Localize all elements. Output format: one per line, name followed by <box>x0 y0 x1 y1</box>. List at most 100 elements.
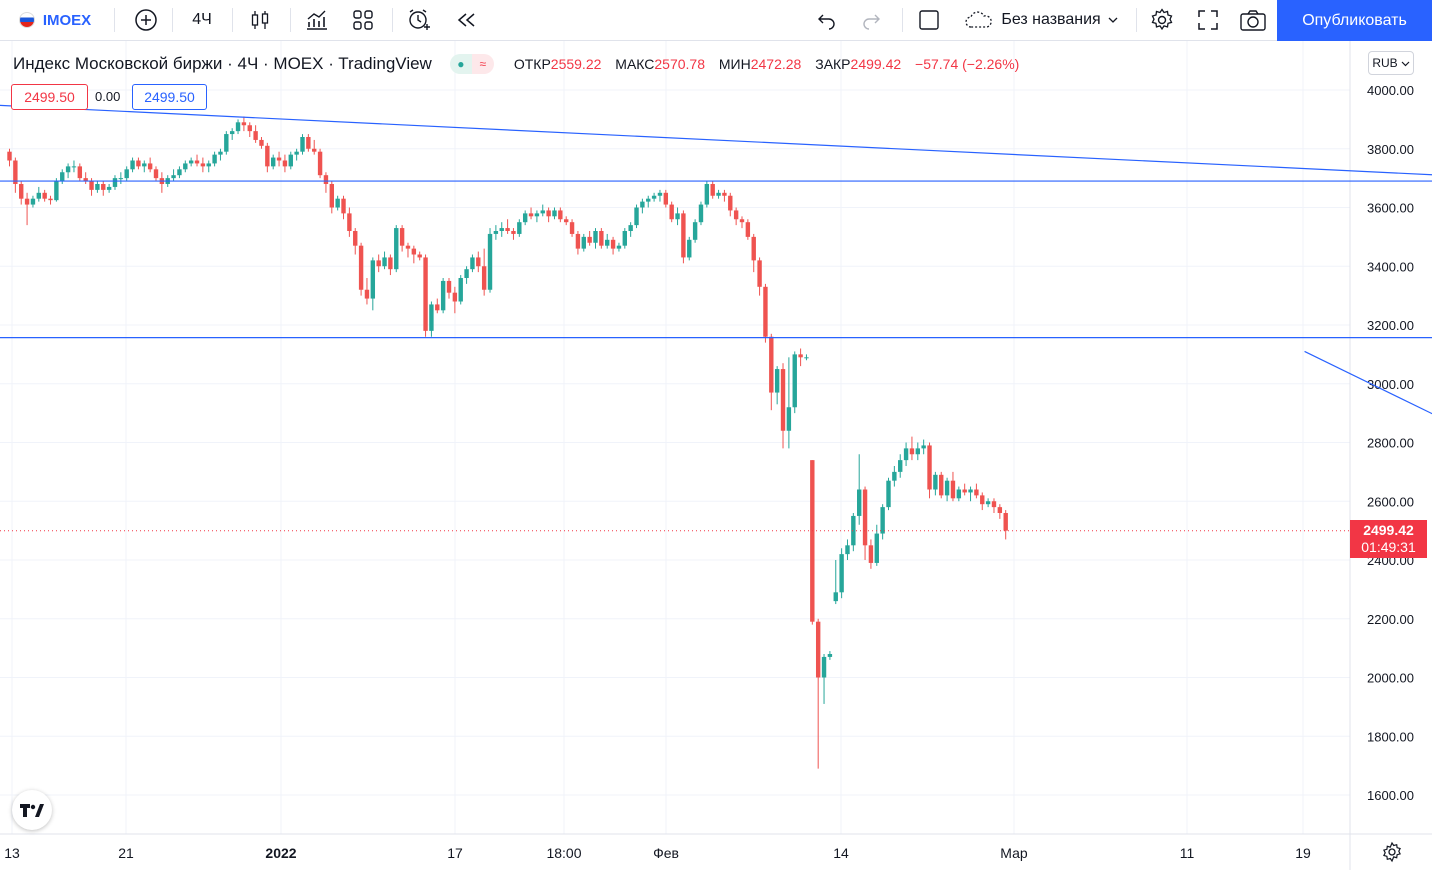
candle <box>851 513 856 552</box>
candle-body <box>862 489 868 546</box>
candle-body <box>347 213 352 231</box>
snapshot-button[interactable] <box>1236 0 1270 40</box>
last-price-value: 2499.42 <box>1363 522 1414 538</box>
bar-countdown: 01:49:31 <box>1361 539 1416 555</box>
replay-button[interactable] <box>450 0 482 40</box>
approx-icon: ≈ <box>471 54 494 74</box>
sell-button[interactable]: 2499.50 <box>11 84 88 110</box>
rewind-icon <box>457 13 475 27</box>
candle-body <box>821 656 827 678</box>
trend-line <box>1304 350 1432 415</box>
symbol-label: IMOEX <box>42 11 92 29</box>
candle-body <box>323 175 329 184</box>
candle <box>417 251 422 261</box>
candle-body <box>675 213 680 220</box>
currency-dropdown[interactable]: RUB <box>1368 51 1414 75</box>
top-toolbar: IMOEX 4Ч Без названия <box>0 0 1432 41</box>
settings-button[interactable] <box>1146 0 1178 40</box>
candle <box>48 195 53 205</box>
publish-button[interactable]: Опубликовать <box>1277 0 1432 41</box>
candle <box>792 351 797 414</box>
interval-button[interactable]: 4Ч <box>182 0 222 40</box>
axis-settings-button[interactable] <box>1380 840 1404 864</box>
time-tick-label: 14 <box>833 845 849 861</box>
candle <box>247 122 252 137</box>
candle <box>646 195 651 208</box>
candle <box>511 228 516 240</box>
tradingview-logo[interactable] <box>12 790 52 830</box>
time-tick-label: 11 <box>1180 845 1195 861</box>
candle <box>804 354 809 361</box>
candle-body <box>722 192 727 196</box>
layout-name-dropdown[interactable]: Без названия <box>956 0 1126 40</box>
candle-body <box>276 157 282 161</box>
low-value: 2472.28 <box>750 56 802 72</box>
candle-body <box>552 210 557 217</box>
candle-body <box>534 213 540 217</box>
trend-lines[interactable] <box>0 104 1432 569</box>
candle-body <box>77 166 83 179</box>
candle-body <box>376 260 381 267</box>
candle <box>358 242 364 296</box>
candle <box>933 471 938 496</box>
symbol-description[interactable]: Индекс Московской биржи · 4Ч · MOEX · Tr… <box>13 54 432 73</box>
alert-button[interactable] <box>402 0 436 40</box>
candle-body <box>464 269 469 278</box>
candle-body <box>517 222 522 234</box>
candle <box>83 172 88 184</box>
fullscreen-area-button[interactable] <box>914 0 944 40</box>
candle <box>634 204 639 229</box>
candle-body <box>663 192 669 205</box>
trend-line <box>0 104 1432 176</box>
candle <box>587 231 592 246</box>
toolbar-divider <box>172 8 173 32</box>
candle <box>65 163 71 179</box>
gear-icon <box>1383 841 1401 863</box>
market-status-pill[interactable]: ● ≈ <box>449 54 494 74</box>
candle <box>681 210 686 264</box>
candle <box>968 486 973 502</box>
candle-body <box>470 257 475 270</box>
candle <box>364 278 370 305</box>
candle <box>974 483 979 499</box>
candle-body <box>669 204 674 220</box>
candle-body <box>628 225 633 231</box>
candle-body <box>177 169 182 176</box>
candle <box>651 192 657 202</box>
price-chart[interactable]: 4000.00 3800.00 3600.00 3400.00 3200.00 3000.… <box>0 41 1432 870</box>
candle <box>628 222 633 237</box>
candle <box>522 210 528 226</box>
candle <box>36 186 41 202</box>
candle-body <box>991 501 997 508</box>
candle <box>341 195 346 220</box>
candle-body <box>956 489 962 499</box>
low-label: МИН <box>718 56 751 72</box>
candle-body <box>194 160 200 164</box>
buy-button[interactable]: 2499.50 <box>132 84 207 110</box>
time-axis[interactable]: 13 21 2022 17 18:00 Фев 14 Мар 11 19 <box>4 845 1311 861</box>
undo-button[interactable] <box>812 0 840 40</box>
indicators-button[interactable] <box>300 0 334 40</box>
candle-body <box>927 445 932 490</box>
candle-body <box>997 507 1003 513</box>
price-axis[interactable]: 4000.00 3800.00 3600.00 3400.00 3200.00 3000.… <box>1367 83 1414 803</box>
candle-body <box>774 369 780 393</box>
candle <box>435 298 440 314</box>
candle <box>147 157 153 173</box>
chart-type-button[interactable] <box>244 0 276 40</box>
candle <box>868 539 874 569</box>
candle-body <box>851 515 856 546</box>
symbol-search-button[interactable]: IMOEX <box>10 0 100 40</box>
candle <box>892 466 897 487</box>
candle-body <box>95 184 100 190</box>
candle <box>440 278 446 314</box>
candle <box>153 166 159 182</box>
compare-button[interactable] <box>130 0 162 40</box>
layout-button[interactable] <box>346 0 380 40</box>
candle-body <box>435 304 440 311</box>
candle-body <box>271 157 276 167</box>
candle-body <box>944 480 950 496</box>
candle <box>898 454 903 478</box>
fullscreen-button[interactable] <box>1192 0 1224 40</box>
redo-button[interactable] <box>858 0 886 40</box>
